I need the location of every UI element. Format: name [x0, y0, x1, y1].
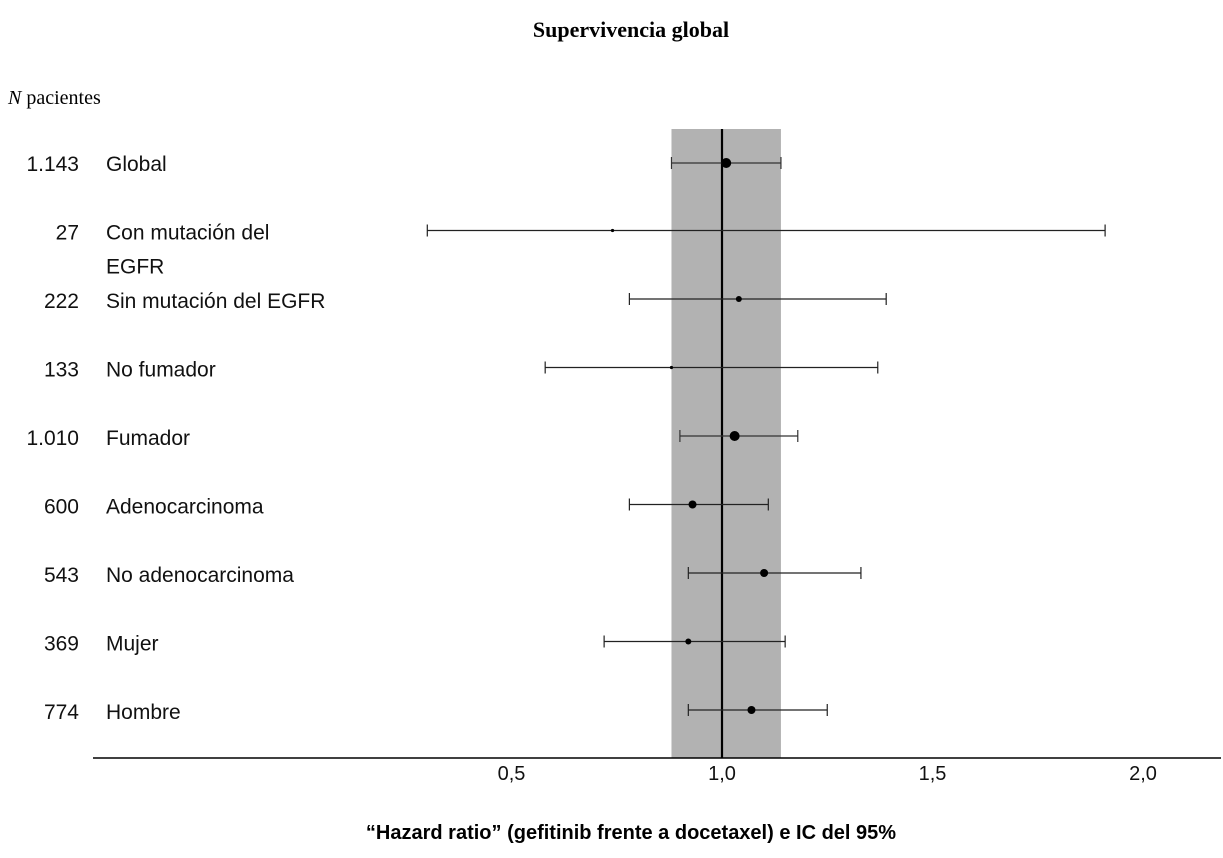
row-label: Mujer — [106, 633, 159, 656]
row-n-patients: 774 — [44, 701, 79, 724]
x-tick-label: 1,0 — [708, 763, 736, 785]
row-label: No adenocarcinoma — [106, 564, 294, 587]
hr-point-marker — [729, 431, 740, 441]
row-label: Con mutación del — [106, 222, 269, 245]
hr-point-marker — [688, 500, 697, 509]
column-header-italic: N — [7, 87, 23, 109]
column-header-text: pacientes — [21, 87, 101, 109]
row-n-patients: 369 — [44, 633, 79, 656]
row-label: Hombre — [106, 701, 181, 724]
x-axis-label: “Hazard ratio” (gefitinib frente a docet… — [366, 822, 896, 844]
row-label: Adenocarcinoma — [106, 496, 264, 519]
row-label: No fumador — [106, 359, 216, 382]
row-n-patients: 543 — [44, 564, 79, 587]
chart-title: Supervivencia global — [533, 17, 729, 42]
row-label: Sin mutación del EGFR — [106, 290, 325, 313]
row-n-patients: 1.010 — [26, 427, 79, 450]
hr-point-marker — [669, 365, 674, 370]
row-n-patients: 222 — [44, 290, 79, 313]
hr-point-marker — [747, 706, 756, 714]
row-n-patients: 27 — [56, 222, 79, 245]
x-tick-label: 2,0 — [1129, 763, 1157, 785]
column-header: N pacientes — [7, 87, 101, 109]
hr-point-marker — [721, 158, 732, 168]
x-tick-label: 1,5 — [919, 763, 947, 785]
plot-area: 0,5 1,0 1,5 2,0 1.143 Global 27 Con mutación de… — [26, 129, 1221, 785]
row-label: EGFR — [106, 256, 164, 279]
ci-shaded-band — [671, 129, 781, 758]
row-label: Global — [106, 153, 167, 176]
hr-point-marker — [760, 569, 769, 577]
x-tick-label: 0,5 — [498, 763, 526, 785]
row-n-patients: 600 — [44, 496, 79, 519]
hr-point-marker — [610, 228, 615, 233]
hr-point-marker — [735, 296, 742, 302]
row-label: Fumador — [106, 427, 190, 450]
row-n-patients: 1.143 — [26, 153, 79, 176]
row-n-patients: 133 — [44, 359, 79, 382]
hr-point-marker — [685, 638, 692, 645]
